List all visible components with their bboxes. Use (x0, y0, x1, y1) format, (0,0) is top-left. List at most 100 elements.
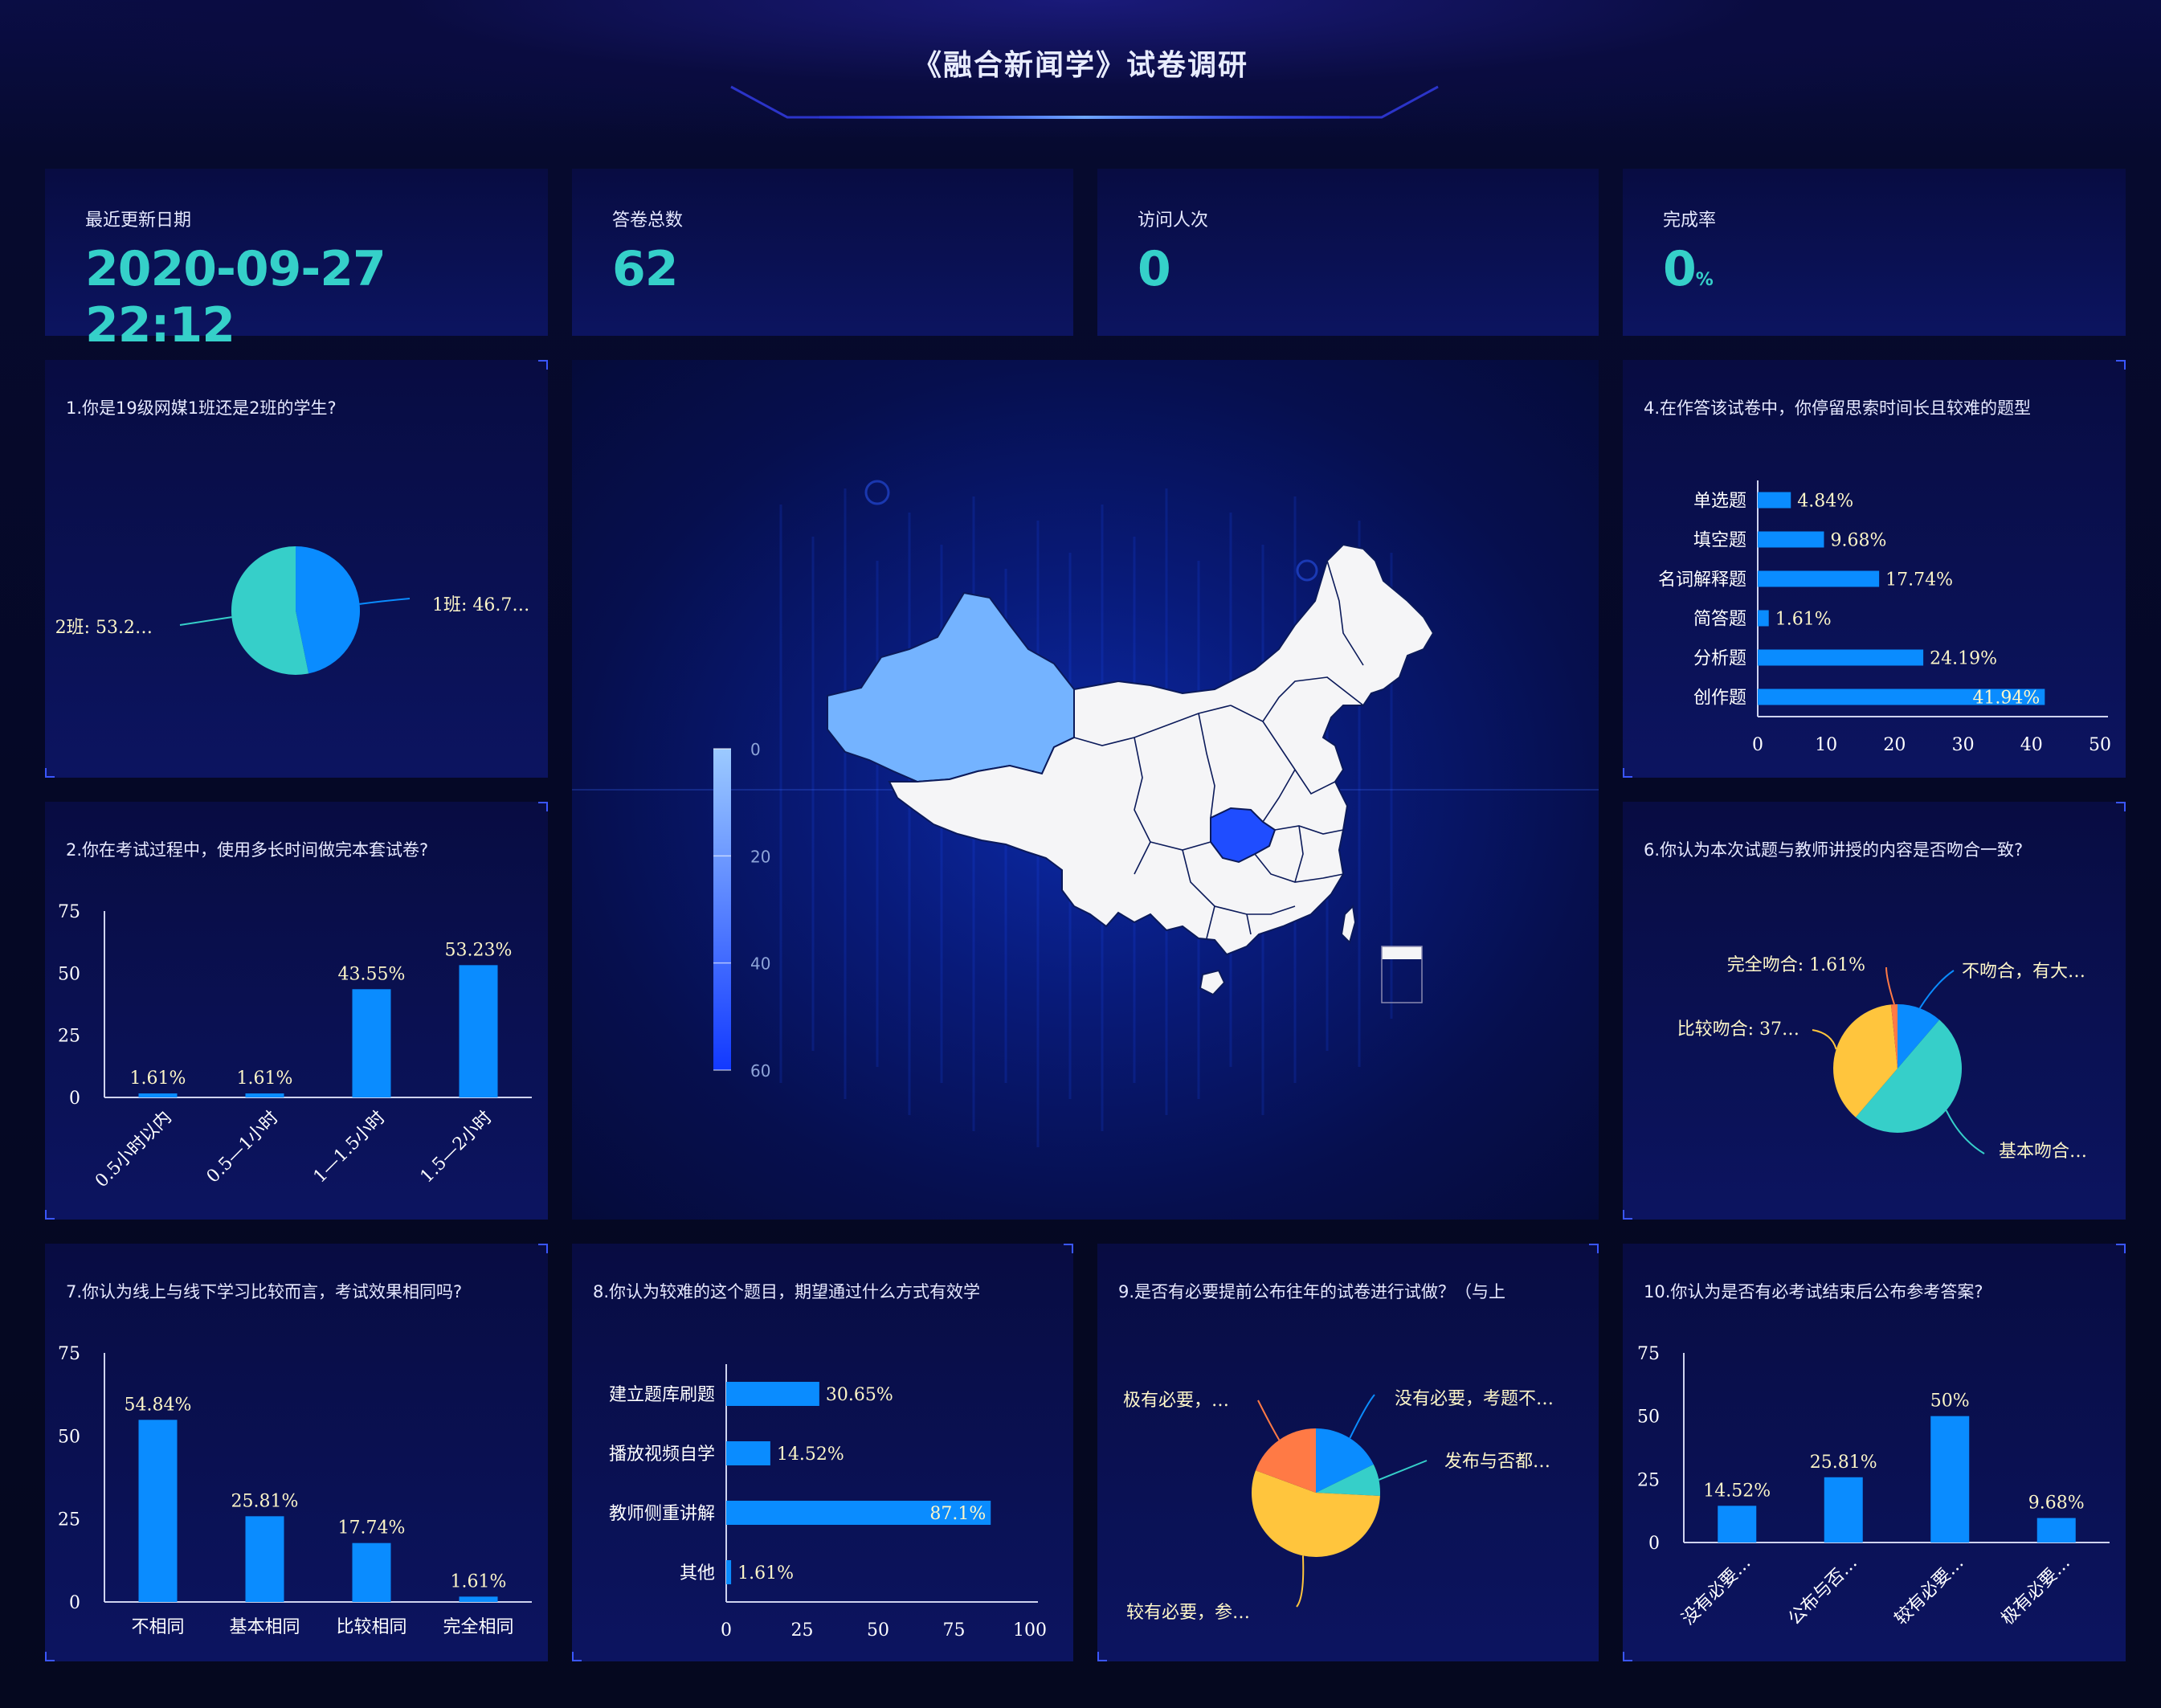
y-tick-label: 名词解释题 (1658, 570, 1746, 590)
slice-label: 发布与否都… (1444, 1452, 1550, 1472)
bar[interactable] (1758, 610, 1769, 627)
y-tick-label: 50 (1637, 1408, 1660, 1428)
map-region-henan (1210, 807, 1277, 864)
stat-card-total-answers: 答卷总数 62 (572, 169, 1073, 336)
bar[interactable] (352, 1543, 391, 1602)
pie-slice[interactable] (1890, 1004, 1898, 1069)
data-label: 17.74% (1885, 570, 1953, 590)
bar[interactable] (352, 989, 391, 1097)
pie-slice[interactable] (1855, 1019, 1962, 1133)
data-label: 1.61% (1775, 610, 1832, 630)
pie-slice[interactable] (1833, 1004, 1898, 1118)
x-tick-label: 50 (867, 1620, 889, 1641)
slice-label: 比较吻合: 37… (1677, 1019, 1799, 1040)
y-tick-label: 25 (58, 1510, 80, 1530)
bar[interactable] (2036, 1518, 2076, 1543)
chart-q10: 0 25 50 75 14.52% 没有必要… 25.81% 公布与否… 50% 较有必要… 9.6… (1637, 1344, 2110, 1629)
leader-line (1378, 1460, 1428, 1481)
slice-label: 完全吻合: 1.61% (1727, 955, 1865, 975)
y-tick-label: 75 (58, 902, 80, 922)
chart-q8: 0 25 50 75 100 建立题库刷题 30.65% 播放视频自学 14.52% 教师侧重讲解… (609, 1364, 1047, 1641)
bar[interactable] (459, 965, 498, 1097)
x-tick-label: 40 (2020, 735, 2043, 755)
map-south-sea-frame (1381, 946, 1423, 1003)
slice-label: 不吻合，有大… (1962, 962, 2085, 982)
x-tick-label: 不相同 (131, 1617, 184, 1637)
bar[interactable] (726, 1560, 732, 1584)
data-label: 54.84% (125, 1395, 192, 1415)
stat-card-update-date: 最近更新日期 2020-09-27 22:12 (45, 169, 548, 353)
bar[interactable] (245, 1093, 284, 1097)
x-tick-label: 极有必要… (1998, 1553, 2074, 1629)
chart-title: 1.你是19级网媒1班还是2班的学生? (66, 398, 337, 418)
chart-panel-q4: 4.在作答该试卷中，你停留思索时间长且较难的题型 0 10 20 30 40 50 单选题 4… (1623, 360, 2126, 778)
x-tick-label: 1—1.5小时 (310, 1108, 390, 1187)
page-title: 《融合新闻学》试卷调研 (912, 49, 1248, 82)
corner-decoration (2116, 1244, 2126, 1253)
chart-panel-q1: 1.你是19级网媒1班还是2班的学生? 1班: 46.7… 2班: 53.2… (45, 360, 548, 778)
bar[interactable] (1758, 531, 1824, 548)
legend-tick-label: 0 (750, 740, 761, 759)
china-map (827, 543, 1435, 1003)
chart-q2: 0 25 50 75 1.61% 0.5小时以内 1.61% 0.5—1小时 43.55% 1—1… (58, 902, 532, 1191)
stat-card-visits: 访问人次 0 (1097, 169, 1599, 336)
bar[interactable] (726, 1501, 991, 1525)
bar[interactable] (1824, 1477, 1863, 1543)
x-tick-label: 完全相同 (443, 1617, 513, 1637)
y-tick-label: 50 (58, 964, 80, 984)
leader-line (359, 598, 411, 605)
decor-circle (1296, 559, 1318, 582)
data-label: 30.65% (826, 1385, 893, 1405)
pie-slice[interactable] (1898, 1004, 1940, 1069)
corner-decoration (1623, 1210, 1632, 1220)
map-legend: 0 20 40 60 (713, 740, 770, 1081)
bar[interactable] (138, 1093, 178, 1097)
corner-decoration (538, 1244, 548, 1253)
corner-decoration (1097, 1652, 1107, 1661)
bar[interactable] (1758, 649, 1924, 666)
y-tick-label: 教师侧重讲解 (609, 1504, 715, 1524)
bar[interactable] (1758, 570, 1880, 587)
title-underline (730, 85, 1439, 119)
leader-line (1812, 1029, 1837, 1050)
chart-q1: 1班: 46.7… 2班: 53.2… (55, 546, 529, 675)
pie-slice[interactable] (1316, 1428, 1374, 1493)
stat-card-completion-rate: 完成率 0% (1623, 169, 2126, 336)
chart-panel-q8: 8.你认为较难的这个题目，期望通过什么方式有效学 0 25 50 75 100 建立题库刷… (572, 1244, 1073, 1661)
chart-panel-q2: 2.你在考试过程中，使用多长时间做完本套试卷? 0 25 50 75 1.61% 0.5小… (45, 802, 548, 1220)
x-tick-label: 比较相同 (336, 1617, 406, 1637)
corner-decoration (2116, 802, 2126, 811)
x-tick-label: 1.5—2小时 (417, 1108, 496, 1187)
data-label: 14.52% (1703, 1481, 1771, 1501)
pie-slice[interactable] (296, 546, 361, 674)
pie-slice[interactable] (1255, 1428, 1316, 1493)
header (0, 0, 2161, 137)
corner-decoration (45, 768, 55, 778)
leader-line (1349, 1394, 1375, 1439)
bar[interactable] (726, 1382, 819, 1406)
x-tick-label: 公布与否… (1785, 1553, 1861, 1629)
legend-gradient-bar (713, 749, 731, 1070)
bar[interactable] (1718, 1506, 1757, 1543)
pie-slice[interactable] (1316, 1464, 1380, 1497)
data-label: 1.61% (451, 1571, 507, 1592)
leader-line (1257, 1399, 1281, 1440)
pie-slice[interactable] (1252, 1470, 1380, 1557)
data-label: 4.84% (1797, 492, 1853, 512)
bar[interactable] (1758, 689, 2045, 705)
chart-title: 9.是否有必要提前公布往年的试卷进行试做？（与上 (1118, 1282, 1506, 1301)
pie-slice[interactable] (231, 546, 309, 675)
data-label: 43.55% (338, 964, 406, 984)
bar[interactable] (1758, 492, 1791, 509)
slice-label: 2班: 53.2… (55, 618, 153, 638)
stat-value: 0 (1138, 241, 1171, 297)
chart-q9: 没有必要，考题不… 发布与否都… 较有必要，参… 极有必要，… (1123, 1389, 1554, 1623)
data-label: 24.19% (1930, 649, 1997, 669)
x-tick-label: 75 (943, 1620, 966, 1641)
bar[interactable] (1930, 1416, 1970, 1543)
y-tick-label: 75 (1637, 1344, 1660, 1364)
bar[interactable] (138, 1420, 178, 1602)
bar[interactable] (459, 1596, 498, 1602)
bar[interactable] (245, 1516, 284, 1602)
bar[interactable] (726, 1441, 770, 1465)
